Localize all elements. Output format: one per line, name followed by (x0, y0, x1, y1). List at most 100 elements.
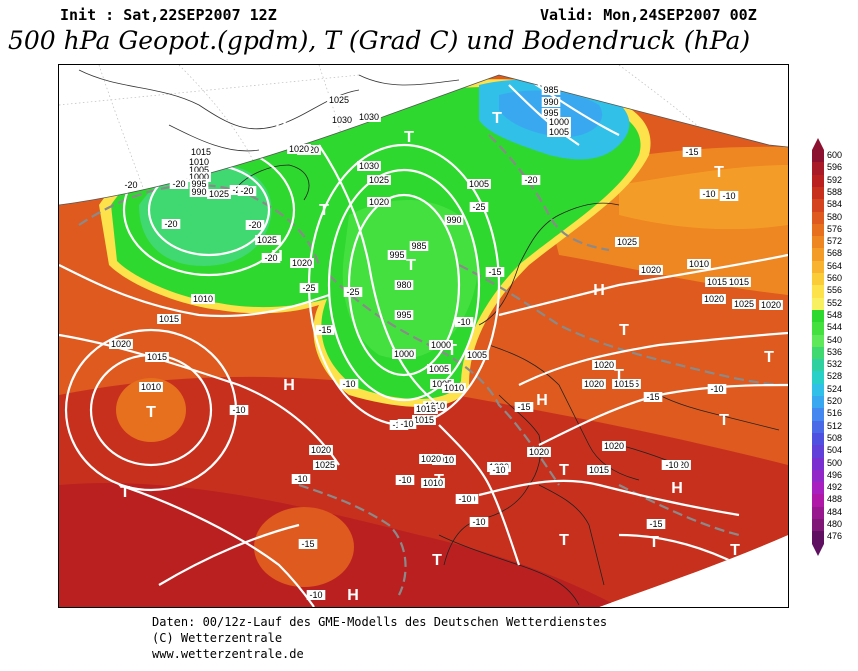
isobar-label: 1015 (729, 277, 749, 287)
legend-swatch (812, 297, 824, 311)
isobar-label: 1025 (369, 175, 389, 185)
low-pressure-marker: T (319, 202, 329, 219)
isobar-label: 1025 (617, 237, 637, 247)
legend-label: 548 (827, 309, 843, 320)
temperature-label: -25 (346, 287, 359, 297)
legend-label: 492 (827, 482, 843, 493)
isobar-label: 1005 (189, 165, 209, 175)
legend-bottom-arrow (812, 543, 824, 556)
temperature-label: -10 (472, 517, 485, 527)
legend-label: 520 (827, 396, 843, 406)
legend-label: 528 (827, 371, 843, 382)
map-canvas: HHHHHHH TTTTTTTTTTTTTTTTTTT 102510301030… (59, 65, 788, 607)
low-pressure-marker: T (534, 74, 544, 91)
legend-label: 556 (827, 285, 843, 296)
isobar-label: 1020 (311, 445, 331, 455)
low-pressure-marker: T (730, 542, 740, 559)
footer-url[interactable]: www.wetterzentrale.de (152, 647, 304, 661)
temperature-label: -15 (649, 519, 662, 529)
isobar-label: 1025 (734, 299, 754, 309)
legend-swatch (812, 260, 824, 274)
temperature-label: -10 (492, 465, 505, 475)
isobar-label: 1015 (414, 415, 434, 425)
temperature-label: -10 (294, 474, 307, 484)
legend-swatch (812, 396, 824, 409)
low-pressure-marker: T (447, 342, 457, 359)
legend-swatch (812, 494, 824, 507)
temperature-label: -10 (722, 191, 735, 201)
temperature-label: -15 (318, 325, 331, 335)
isobar-label: 1020 (594, 360, 614, 370)
legend-swatch (812, 346, 824, 360)
legend-swatch (812, 432, 824, 446)
legend-swatch (812, 445, 824, 458)
isobar-label: 990 (543, 97, 558, 107)
temperature-label: -20 (264, 253, 277, 263)
low-pressure-marker: T (559, 532, 569, 549)
isobar-label: 1010 (434, 455, 454, 465)
legend-label: 552 (827, 297, 843, 308)
isobar-label: 1015 (147, 352, 167, 362)
isobar-label: 1015 (589, 465, 609, 475)
legend-label: 508 (827, 432, 843, 443)
isobar-label: 990 (446, 215, 461, 225)
legend-label: 484 (827, 506, 843, 517)
isobar-label: 1020 (704, 294, 724, 304)
temperature-label: -25 (302, 283, 315, 293)
isobar-label: 1000 (431, 340, 451, 350)
isobar-label: 1030 (332, 115, 352, 125)
high-pressure-marker: H (283, 377, 295, 394)
isobar-label: 980 (396, 280, 411, 290)
legend-label: 588 (827, 186, 843, 197)
isobar-label: 1030 (359, 112, 379, 122)
isobar-label: 1015 (614, 379, 634, 389)
temperature-label: -20 (124, 180, 137, 190)
isobar-label: 1010 (689, 259, 709, 269)
legend-label: 576 (827, 223, 843, 234)
legend-swatch (812, 408, 824, 421)
legend-label: 572 (827, 236, 843, 247)
isobar-label: 1015 (191, 147, 211, 157)
high-pressure-marker: H (671, 480, 683, 497)
legend-label: 504 (827, 445, 843, 456)
legend-swatch (812, 248, 824, 261)
isobar-label: 1010 (193, 294, 213, 304)
legend-swatch (812, 531, 824, 544)
temperature-label: -15 (301, 539, 314, 549)
temperature-label: -10 (309, 590, 322, 600)
isobar-label: 1020 (289, 144, 309, 154)
low-pressure-marker: T (146, 404, 156, 421)
temperature-label: -15 (517, 402, 530, 412)
legend-swatch (812, 457, 824, 470)
legend-swatch (812, 359, 824, 372)
temperature-label: -15 (488, 267, 501, 277)
legend-label: 500 (827, 457, 843, 468)
legend-label: 580 (827, 211, 843, 222)
legend-swatch (812, 174, 824, 188)
legend-swatch (812, 322, 824, 335)
legend-swatch (812, 420, 824, 434)
temperature-label: -10 (702, 189, 715, 199)
temperature-label: -25 (472, 202, 485, 212)
weather-map: HHHHHHH TTTTTTTTTTTTTTTTTTT 102510301030… (58, 64, 789, 608)
low-pressure-marker: T (404, 129, 414, 146)
legend-label: 480 (827, 519, 843, 529)
isobar-label: 1030 (359, 161, 379, 171)
temperature-label: -15 (646, 392, 659, 402)
high-pressure-marker: H (536, 392, 548, 409)
valid-time: Valid: Mon,24SEP2007 00Z (540, 6, 757, 24)
init-time: Init : Sat,22SEP2007 12Z (60, 6, 277, 24)
isobar-label: 1000 (189, 172, 209, 182)
legend-label: 524 (827, 383, 843, 394)
isobar-label: 1010 (444, 383, 464, 393)
temperature-label: -20 (240, 186, 253, 196)
isobar-label: 1015 (159, 314, 179, 324)
isobar-label: 1025 (329, 95, 349, 105)
temperature-label: -10 (398, 475, 411, 485)
legend-top-arrow (812, 138, 824, 150)
isobar-label: 995 (396, 310, 411, 320)
high-pressure-marker: H (347, 587, 359, 604)
legend-swatch (812, 469, 824, 483)
temperature-label: -10 (342, 379, 355, 389)
low-pressure-marker: T (614, 367, 624, 384)
